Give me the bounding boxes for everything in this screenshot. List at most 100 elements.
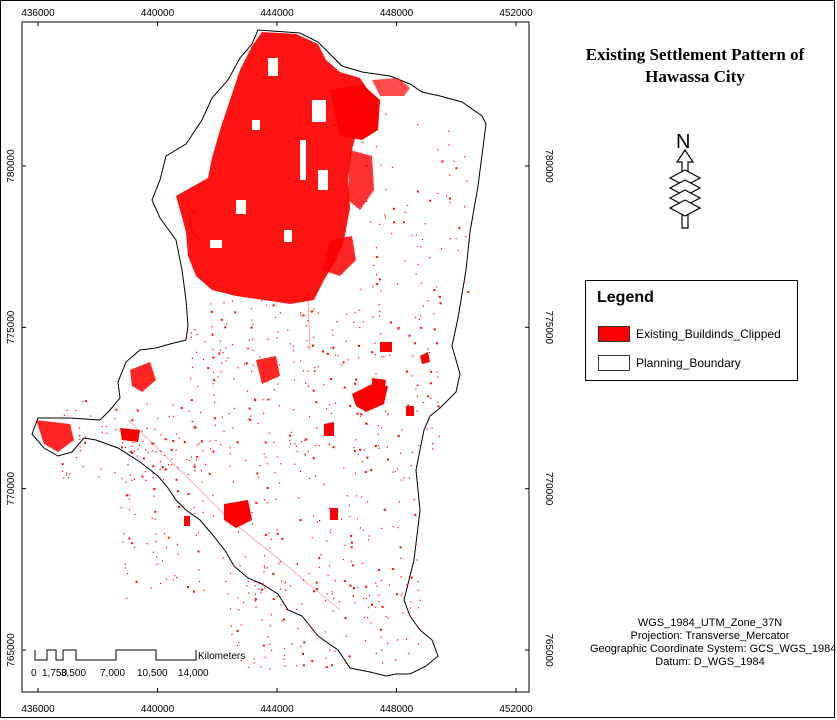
building-point xyxy=(202,511,204,513)
building-point xyxy=(279,364,281,366)
building-point xyxy=(360,413,363,416)
building-point xyxy=(398,501,400,503)
building-point xyxy=(267,636,269,638)
building-point xyxy=(276,532,279,535)
building-point xyxy=(359,415,362,417)
building-point xyxy=(400,595,402,597)
building-point xyxy=(377,433,379,435)
building-point xyxy=(346,313,348,315)
building-point xyxy=(294,443,296,445)
building-point xyxy=(248,418,250,420)
building-point xyxy=(232,427,234,429)
building-point xyxy=(348,504,351,506)
building-point xyxy=(82,465,84,468)
building-point xyxy=(210,310,213,313)
building-point xyxy=(152,476,154,478)
building-point xyxy=(248,666,250,668)
building-point xyxy=(466,180,468,182)
building-point xyxy=(214,424,216,426)
building-point xyxy=(439,302,442,305)
building-point xyxy=(404,211,406,213)
building-point xyxy=(296,450,298,453)
building-point xyxy=(207,367,210,370)
building-point xyxy=(367,501,369,503)
building-point xyxy=(193,506,195,509)
building-point xyxy=(430,397,432,399)
building-point xyxy=(417,245,419,247)
building-point xyxy=(287,329,289,331)
building-point xyxy=(350,534,353,537)
building-point xyxy=(202,450,204,452)
building-point xyxy=(211,333,214,336)
building-point xyxy=(131,445,133,447)
building-point xyxy=(210,303,212,305)
building-point xyxy=(429,382,432,385)
building-point xyxy=(175,449,177,451)
building-point xyxy=(190,399,193,402)
building-point xyxy=(432,443,434,445)
building-point xyxy=(178,437,180,439)
building-point xyxy=(63,414,65,416)
building-point xyxy=(220,349,222,351)
building-point xyxy=(361,496,363,498)
building-point xyxy=(247,580,249,583)
building-point xyxy=(247,348,249,350)
building-point xyxy=(212,450,215,453)
building-point xyxy=(237,367,239,369)
building-point xyxy=(332,334,334,336)
building-point xyxy=(381,606,384,608)
building-point xyxy=(254,399,257,402)
building-point xyxy=(204,463,207,465)
building-point xyxy=(203,589,205,591)
building-point xyxy=(380,290,382,292)
building-point xyxy=(368,535,370,537)
building-point xyxy=(128,498,130,500)
building-point xyxy=(120,507,122,509)
building-point xyxy=(141,475,144,478)
building-point xyxy=(204,341,206,343)
building-point xyxy=(255,606,257,608)
building-point xyxy=(174,575,176,577)
building-point xyxy=(391,232,393,235)
building-point xyxy=(224,326,227,329)
building-point xyxy=(69,473,71,475)
building-point xyxy=(267,338,269,340)
building-point xyxy=(310,310,313,313)
building-point xyxy=(257,476,259,478)
building-point xyxy=(234,311,237,314)
building-point xyxy=(403,477,405,479)
building-point xyxy=(266,567,268,569)
building-point xyxy=(238,641,240,643)
building-point xyxy=(272,572,275,575)
building-point xyxy=(315,401,318,404)
building-point xyxy=(160,434,162,436)
building-point xyxy=(254,598,257,601)
building-point xyxy=(302,314,305,317)
building-point xyxy=(336,321,338,323)
building-point xyxy=(195,427,197,429)
building-point xyxy=(236,629,239,632)
building-point xyxy=(349,516,351,518)
building-point xyxy=(127,573,129,575)
building-point xyxy=(199,411,202,413)
building-point xyxy=(209,440,211,442)
y-tick-right-2: 770000 xyxy=(543,472,554,506)
building-point xyxy=(254,593,256,595)
building-point xyxy=(433,328,436,331)
building-point xyxy=(397,639,399,641)
building-point xyxy=(351,560,353,562)
building-point xyxy=(190,377,192,380)
building-point xyxy=(175,433,178,435)
building-point xyxy=(156,556,158,558)
building-point xyxy=(347,359,349,361)
y-tick-right-0: 780000 xyxy=(543,149,554,183)
building-point xyxy=(141,430,143,432)
building-point xyxy=(159,461,161,463)
scale-label-7000: 7,000 xyxy=(100,668,125,679)
building-point xyxy=(372,316,374,318)
building-point xyxy=(267,502,269,504)
building-point xyxy=(352,594,354,597)
building-point xyxy=(428,352,430,354)
building-point xyxy=(396,283,398,285)
building-point xyxy=(223,302,225,304)
